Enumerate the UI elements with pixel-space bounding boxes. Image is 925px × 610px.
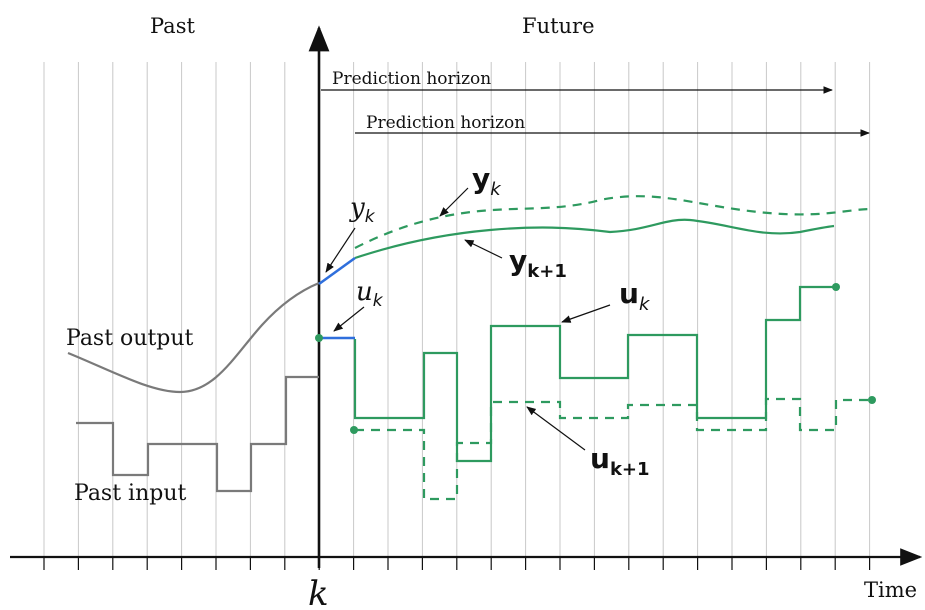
- past-output-curve: [67, 281, 320, 394]
- yk-pointer: [325, 227, 356, 273]
- bold-yk-pointer: [439, 187, 469, 217]
- horizon-label-2: Prediction horizon: [366, 113, 525, 133]
- uk1-end-marker: [868, 396, 876, 404]
- uk-end-marker: [832, 283, 840, 291]
- bold-yk1-symbol: yk+1: [509, 244, 567, 282]
- current-output-segment: [318, 256, 356, 286]
- current-input-marker: [315, 334, 323, 342]
- predicted-input-uk1: [355, 397, 872, 501]
- time-grid: [43, 62, 871, 557]
- bold-uk-symbol: uk: [619, 277, 651, 315]
- bold-uk1-pointer: [526, 406, 586, 451]
- past-input-steps: [76, 375, 319, 493]
- time-ticks: [43, 557, 871, 570]
- k-label: k: [308, 574, 329, 610]
- past-output-label: Past output: [66, 326, 194, 351]
- uk1-start-marker: [350, 426, 358, 434]
- yk-symbol: yk: [349, 193, 376, 227]
- uk-pointer: [333, 306, 365, 332]
- bold-yk-symbol: yk: [472, 162, 502, 200]
- past-input-label: Past input: [74, 481, 187, 506]
- predicted-output-yk1: [354, 218, 835, 260]
- uk-symbol: uk: [356, 277, 384, 311]
- predicted-input-uk: [353, 285, 836, 463]
- bold-uk-pointer: [561, 304, 611, 323]
- horizon-label-1: Prediction horizon: [332, 69, 491, 89]
- bold-yk1-pointer: [464, 239, 503, 259]
- future-label: Future: [522, 14, 595, 38]
- bold-uk1-symbol: uk+1: [590, 442, 650, 480]
- predicted-output-yk: [354, 195, 873, 249]
- time-label: Time: [864, 578, 917, 602]
- past-label: Past: [150, 14, 195, 38]
